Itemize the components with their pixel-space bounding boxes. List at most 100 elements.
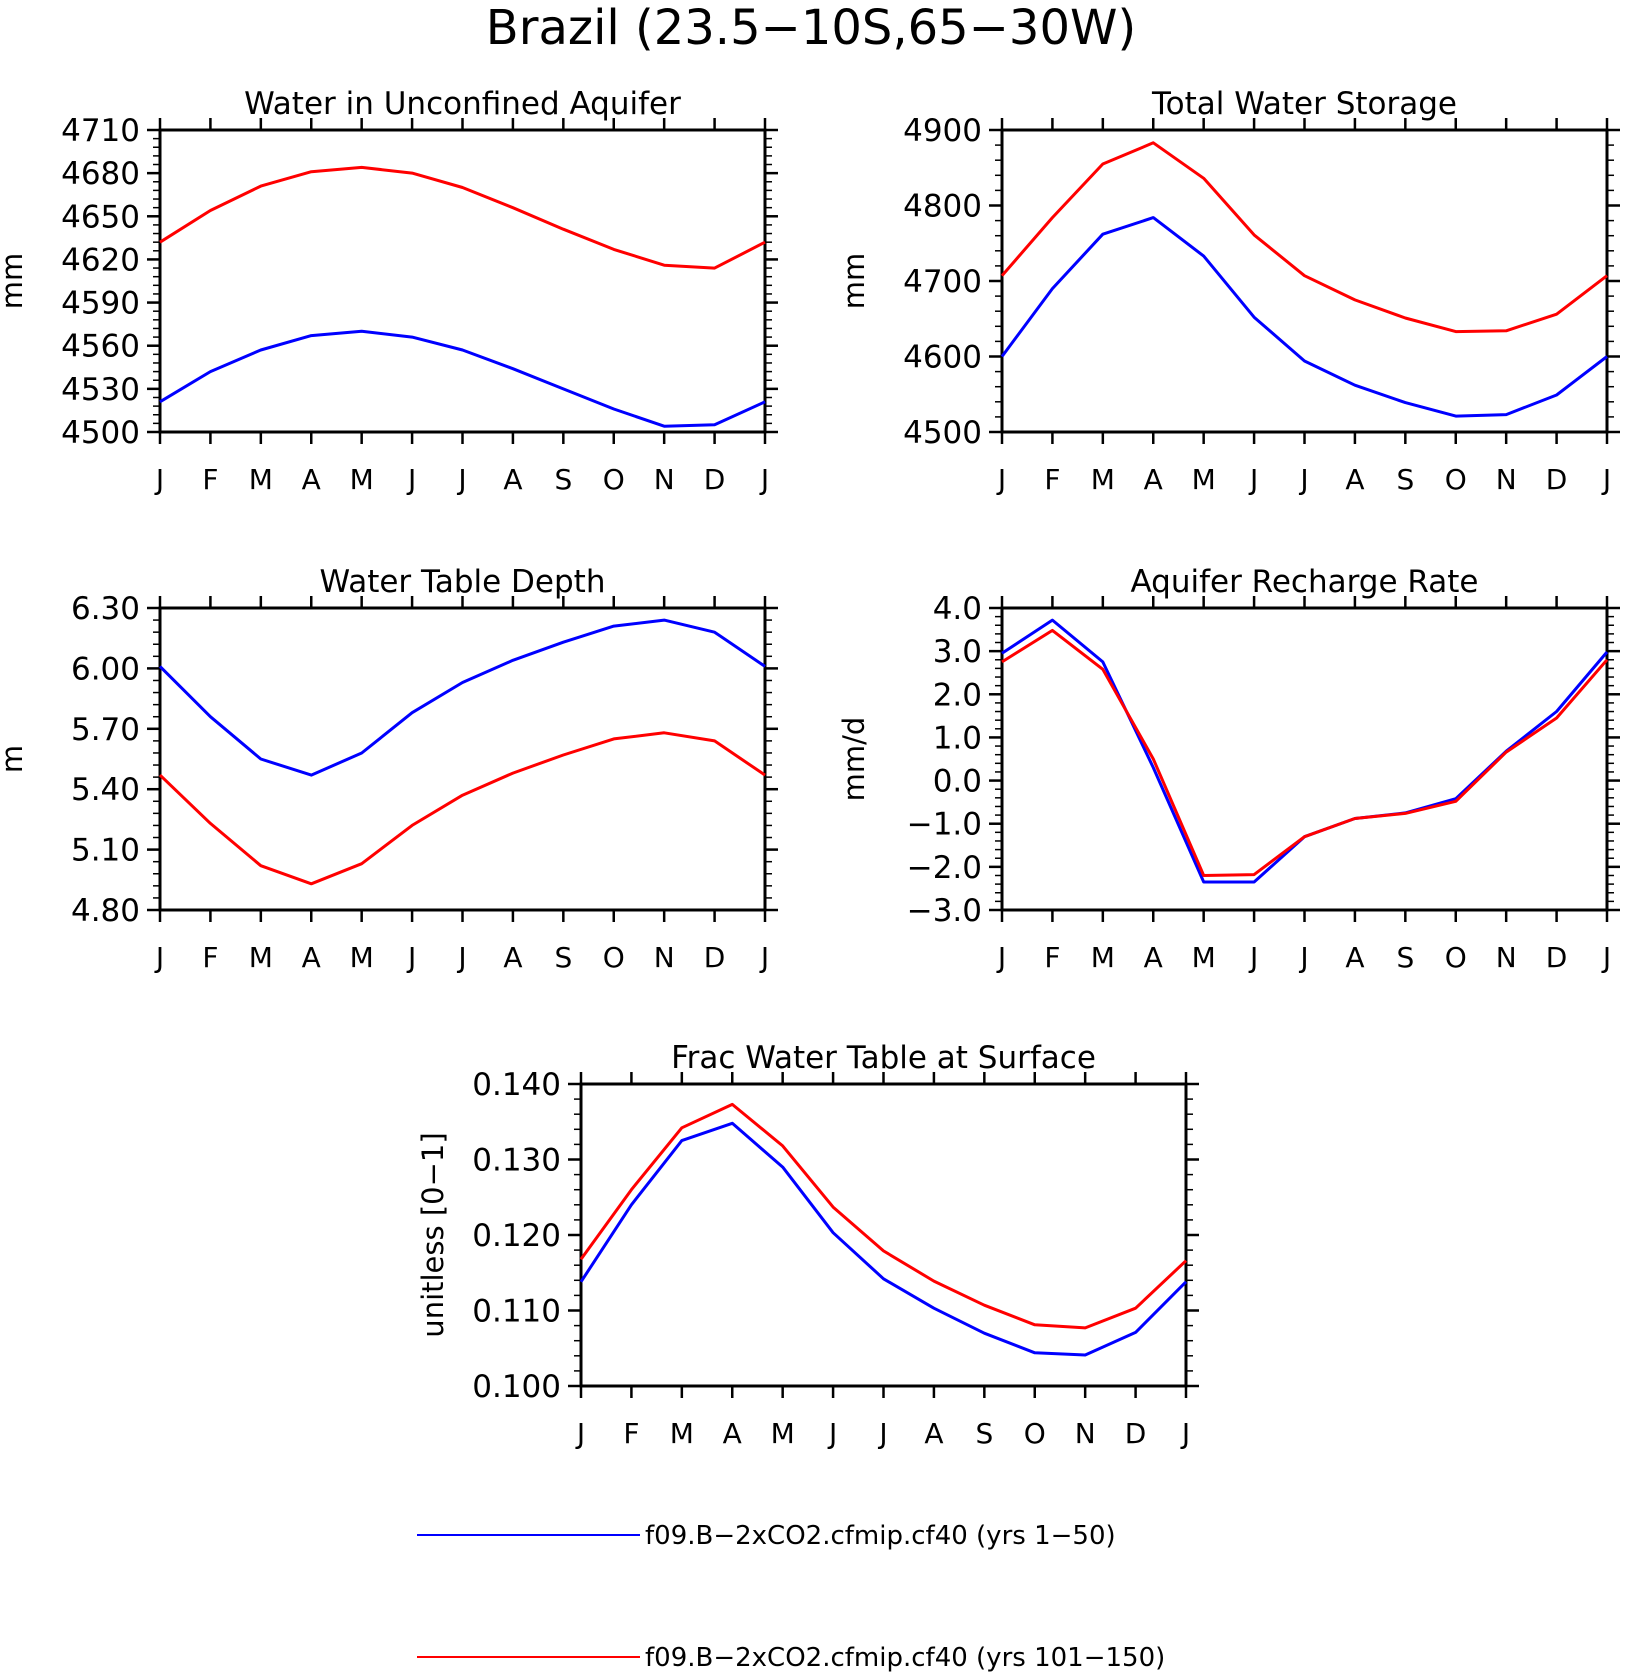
x-tick-label: F — [1044, 463, 1060, 496]
x-tick-label: A — [1345, 941, 1364, 974]
series-line-blue — [159, 329, 766, 428]
y-tick-label: 4680 — [61, 156, 140, 192]
x-tick-label: J — [456, 941, 466, 974]
y-axis-label: mm/d — [837, 717, 871, 802]
y-tick-label: 4700 — [903, 264, 982, 300]
x-tick-label: F — [623, 1417, 639, 1450]
x-tick-label: A — [1144, 463, 1163, 496]
x-tick-label: O — [603, 463, 625, 496]
x-tick-label: D — [704, 463, 726, 496]
series-line-blue — [579, 1121, 1188, 1357]
x-tick-label: M — [1091, 941, 1115, 974]
y-tick-label: 6.00 — [71, 651, 140, 687]
y-axis-label: m — [0, 745, 29, 773]
y-tick-label: 0.100 — [472, 1369, 561, 1405]
series-line-blue — [158, 618, 766, 777]
chart-panel-1: J F M A M J J A S O N D J450045304560459046204650468… — [0, 86, 778, 496]
series-line-red — [159, 165, 766, 270]
y-tick-label: 0.130 — [472, 1143, 561, 1179]
x-tick-label: D — [1546, 463, 1568, 496]
x-tick-label: A — [302, 941, 321, 974]
y-tick-label: 4650 — [61, 199, 140, 235]
y-tick-label: 5.40 — [71, 772, 140, 808]
x-tick-label: F — [202, 463, 218, 496]
legend: f09.B−2xCO2.cfmip.cf40 (yrs 1−50) f09.B−… — [417, 1521, 1165, 1673]
x-tick-label: O — [603, 941, 625, 974]
x-tick-label: J — [877, 1417, 887, 1450]
x-tick-label: J — [759, 463, 769, 496]
y-tick-label: 4500 — [61, 415, 140, 451]
x-tick-label: A — [723, 1417, 742, 1450]
x-tick-label: J — [759, 941, 769, 974]
panel-title: Water Table Depth — [320, 564, 606, 600]
y-tick-label: 4.80 — [71, 893, 140, 929]
x-tick-label: S — [1396, 463, 1414, 496]
y-tick-label: 0.0 — [933, 764, 982, 800]
y-tick-label: 4500 — [903, 415, 982, 451]
x-tick-label: A — [1345, 463, 1364, 496]
x-tick-label: N — [654, 463, 675, 496]
series-line-red — [1001, 628, 1609, 877]
x-tick-label: A — [1144, 941, 1163, 974]
x-tick-label: J — [1601, 463, 1611, 496]
y-tick-label: 4600 — [903, 340, 982, 376]
y-tick-label: 4710 — [61, 113, 140, 149]
panel-title: Aquifer Recharge Rate — [1131, 564, 1479, 600]
x-tick-label: F — [1044, 941, 1060, 974]
x-tick-label: D — [1125, 1417, 1147, 1450]
x-tick-label: J — [1298, 941, 1308, 974]
series-line-blue — [1000, 216, 1608, 418]
x-tick-label: D — [704, 941, 726, 974]
series-line-red — [158, 731, 766, 886]
x-tick-label: J — [1248, 463, 1258, 496]
y-tick-label: 4560 — [61, 329, 140, 365]
y-axis-label: mm — [0, 253, 29, 310]
chart-panel-3: J F M A M J J A S O N D J4.805.105.405.706.006.30Wat… — [0, 564, 778, 974]
x-tick-label: M — [1192, 941, 1216, 974]
series-line-red — [579, 1102, 1188, 1330]
x-tick-label: M — [350, 941, 374, 974]
plot-frame — [579, 1082, 1188, 1388]
x-tick-label: O — [1445, 941, 1467, 974]
series-line-red — [1000, 141, 1608, 334]
y-tick-label: 5.10 — [71, 833, 140, 869]
y-tick-label: 3.0 — [933, 634, 982, 670]
x-tick-label: F — [202, 941, 218, 974]
x-tick-label: N — [1496, 941, 1517, 974]
chart-panel-4: J F M A M J J A S O N D J−3.0−2.0−1.00.01.02.03.04.0… — [837, 564, 1620, 974]
y-tick-label: 0.110 — [472, 1294, 561, 1330]
x-tick-label: M — [1091, 463, 1115, 496]
x-tick-label: M — [249, 463, 273, 496]
x-tick-label: S — [554, 463, 572, 496]
plot-frame — [158, 606, 767, 912]
y-tick-label: 0.120 — [472, 1218, 561, 1254]
series-line-blue — [1001, 618, 1609, 884]
x-tick-label: J — [456, 463, 466, 496]
y-axis-label: unitless [0−1] — [416, 1132, 450, 1337]
figure-title: Brazil (23.5−10S,65−30W) — [486, 0, 1136, 56]
x-tick-label: A — [503, 941, 522, 974]
x-tick-label: J — [154, 463, 164, 496]
y-tick-label: 4.0 — [933, 591, 982, 627]
y-tick-label: 4800 — [903, 189, 982, 225]
x-tick-label: O — [1445, 463, 1467, 496]
y-axis-label: mm — [837, 253, 871, 310]
x-tick-label: N — [1075, 1417, 1096, 1450]
y-tick-label: 6.30 — [71, 591, 140, 627]
x-tick-label: J — [1248, 941, 1258, 974]
y-tick-label: 0.140 — [472, 1067, 561, 1103]
x-tick-label: M — [670, 1417, 694, 1450]
x-tick-label: A — [924, 1417, 943, 1450]
legend-label-blue: f09.B−2xCO2.cfmip.cf40 (yrs 1−50) — [645, 1521, 1116, 1551]
x-tick-label: S — [1396, 941, 1414, 974]
chart-panel-5: J F M A M J J A S O N D J0.1000.1100.1200.1300.140Fr… — [416, 1040, 1199, 1450]
x-tick-label: A — [503, 463, 522, 496]
y-tick-label: 4530 — [61, 372, 140, 408]
panel-title: Water in Unconfined Aquifer — [244, 86, 681, 122]
plot-frame — [158, 128, 767, 434]
x-tick-label: A — [302, 463, 321, 496]
y-tick-label: −2.0 — [907, 850, 982, 886]
y-tick-label: 4590 — [61, 286, 140, 322]
x-tick-label: J — [996, 463, 1006, 496]
